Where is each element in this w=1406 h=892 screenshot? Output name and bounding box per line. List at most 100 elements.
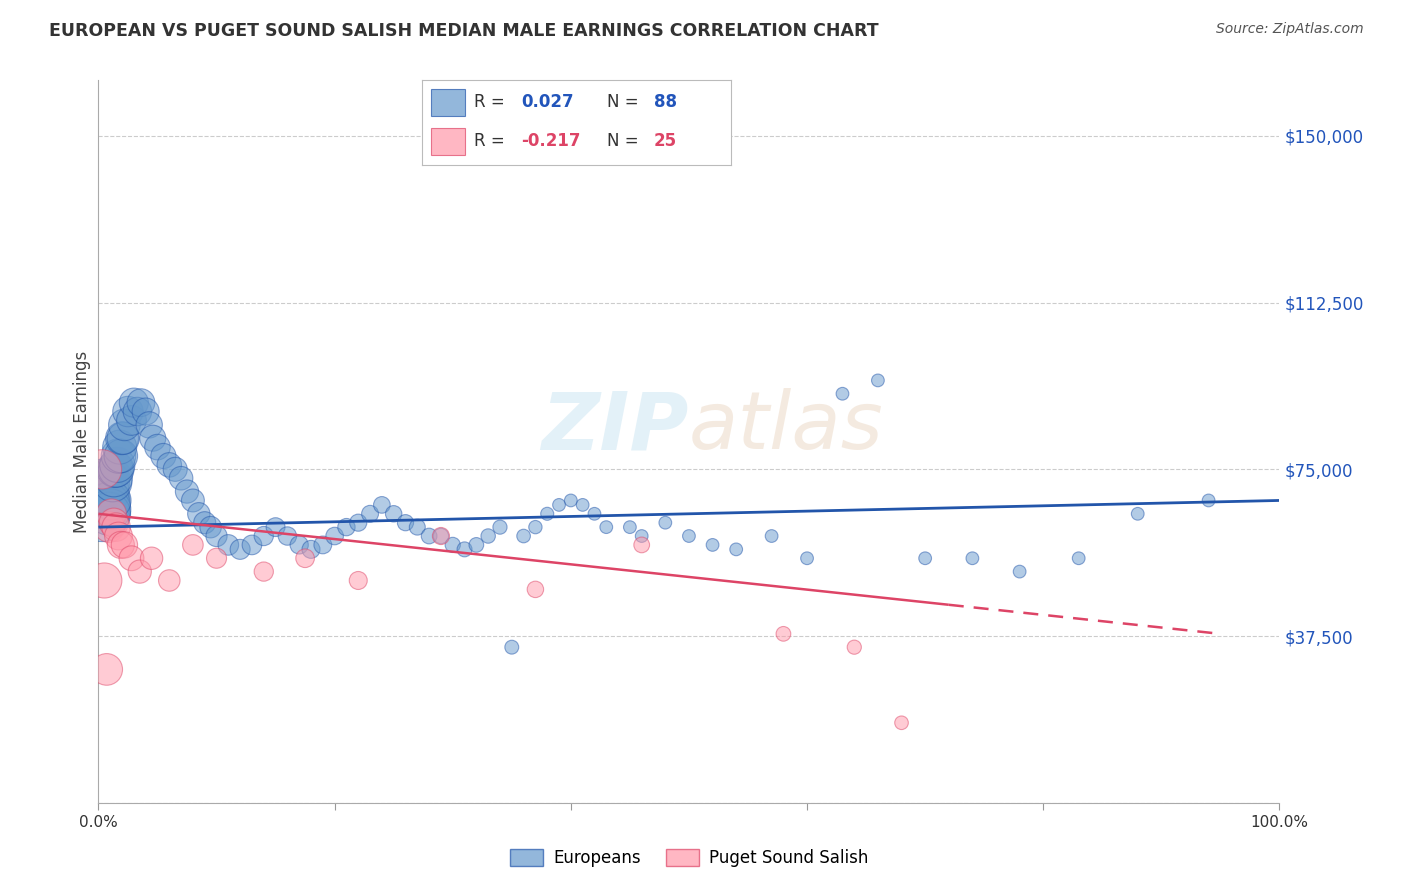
Point bbox=[110, 449, 132, 463]
Point bbox=[524, 582, 547, 597]
Point bbox=[165, 462, 187, 476]
Point bbox=[347, 516, 370, 530]
Point bbox=[121, 413, 143, 427]
Point bbox=[101, 475, 124, 490]
Point bbox=[371, 498, 394, 512]
Point bbox=[103, 516, 125, 530]
Point bbox=[831, 386, 853, 401]
Point bbox=[122, 395, 145, 409]
Point bbox=[141, 551, 163, 566]
Point bbox=[595, 520, 617, 534]
Point bbox=[98, 502, 121, 516]
Point bbox=[94, 475, 117, 490]
Point bbox=[382, 507, 405, 521]
Point bbox=[866, 373, 889, 387]
Point bbox=[430, 529, 453, 543]
Text: atlas: atlas bbox=[689, 388, 884, 467]
Point bbox=[560, 493, 582, 508]
Point bbox=[761, 529, 783, 543]
Point bbox=[91, 507, 114, 521]
Point bbox=[796, 551, 818, 566]
Point bbox=[288, 538, 311, 552]
Text: -0.217: -0.217 bbox=[520, 132, 581, 150]
Text: N =: N = bbox=[607, 94, 644, 112]
Text: R =: R = bbox=[474, 132, 510, 150]
Point bbox=[312, 538, 335, 552]
Point bbox=[105, 458, 128, 472]
Point bbox=[702, 538, 724, 552]
Point bbox=[187, 507, 209, 521]
Point bbox=[678, 529, 700, 543]
Point bbox=[477, 529, 499, 543]
Point bbox=[97, 498, 120, 512]
Point bbox=[146, 440, 169, 454]
Point bbox=[465, 538, 488, 552]
Point bbox=[98, 520, 121, 534]
Point bbox=[347, 574, 370, 588]
Point bbox=[121, 551, 143, 566]
Point bbox=[107, 529, 129, 543]
Point bbox=[107, 449, 129, 463]
Point bbox=[630, 538, 652, 552]
Point bbox=[335, 520, 357, 534]
Point bbox=[91, 462, 114, 476]
Point bbox=[135, 404, 157, 418]
Text: 0.027: 0.027 bbox=[520, 94, 574, 112]
Point bbox=[170, 471, 193, 485]
Point bbox=[501, 640, 523, 655]
Point bbox=[253, 565, 276, 579]
Point bbox=[142, 431, 165, 445]
Point bbox=[96, 493, 118, 508]
Point bbox=[489, 520, 512, 534]
Point bbox=[112, 538, 135, 552]
Point bbox=[430, 529, 453, 543]
Point bbox=[844, 640, 866, 655]
Point bbox=[890, 715, 912, 730]
Point bbox=[128, 565, 150, 579]
Bar bbox=[432, 89, 465, 116]
Point bbox=[98, 507, 121, 521]
Point bbox=[157, 574, 180, 588]
Point bbox=[229, 542, 252, 557]
Point bbox=[240, 538, 263, 552]
Point bbox=[91, 493, 114, 508]
Point bbox=[418, 529, 440, 543]
Point bbox=[299, 542, 322, 557]
Point bbox=[1198, 493, 1220, 508]
Y-axis label: Median Male Earnings: Median Male Earnings bbox=[73, 351, 91, 533]
Point bbox=[96, 662, 118, 676]
Point bbox=[105, 462, 128, 476]
Point bbox=[772, 627, 794, 641]
Point bbox=[914, 551, 936, 566]
Point bbox=[108, 440, 131, 454]
Point bbox=[571, 498, 593, 512]
Legend: Europeans, Puget Sound Salish: Europeans, Puget Sound Salish bbox=[503, 842, 875, 874]
Point bbox=[100, 507, 122, 521]
Text: ZIP: ZIP bbox=[541, 388, 689, 467]
Text: R =: R = bbox=[474, 94, 510, 112]
Point bbox=[104, 462, 127, 476]
Point bbox=[276, 529, 298, 543]
Point bbox=[619, 520, 641, 534]
Bar bbox=[432, 128, 465, 155]
Point bbox=[512, 529, 534, 543]
Point bbox=[93, 484, 115, 499]
Point bbox=[110, 538, 132, 552]
Text: EUROPEAN VS PUGET SOUND SALISH MEDIAN MALE EARNINGS CORRELATION CHART: EUROPEAN VS PUGET SOUND SALISH MEDIAN MA… bbox=[49, 22, 879, 40]
Text: N =: N = bbox=[607, 132, 644, 150]
Point bbox=[105, 520, 128, 534]
Point bbox=[205, 551, 228, 566]
Text: 88: 88 bbox=[654, 94, 676, 112]
Point bbox=[181, 538, 204, 552]
Text: 25: 25 bbox=[654, 132, 676, 150]
Point bbox=[200, 520, 222, 534]
Point bbox=[127, 404, 149, 418]
Point bbox=[117, 404, 139, 418]
Point bbox=[152, 449, 174, 463]
Point bbox=[630, 529, 652, 543]
Point bbox=[103, 471, 125, 485]
Point bbox=[253, 529, 276, 543]
Point bbox=[725, 542, 748, 557]
Point bbox=[112, 431, 135, 445]
Point bbox=[654, 516, 676, 530]
